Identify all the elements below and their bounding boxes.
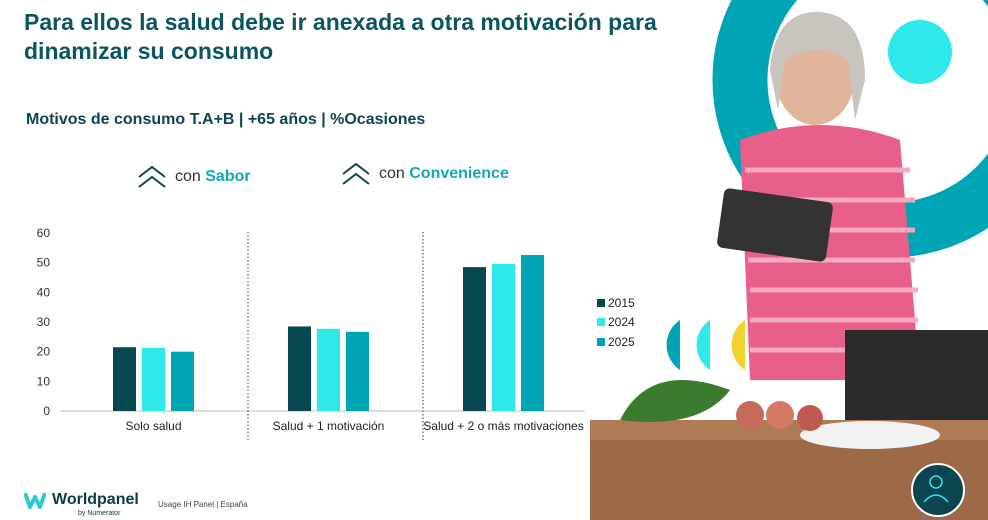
- x-tick-label: Salud + 1 motivación: [273, 419, 385, 433]
- x-tick-label: Solo salud: [125, 419, 181, 433]
- brand-name: Worldpanel: [52, 491, 139, 508]
- legend-item: 2025: [597, 332, 635, 352]
- y-tick-label: 40: [37, 285, 51, 299]
- tag-label: Sabor: [205, 168, 251, 185]
- y-tick-label: 50: [37, 256, 51, 270]
- tag-prefix: con: [175, 168, 201, 185]
- bar-2015: [113, 347, 136, 411]
- y-tick-label: 0: [43, 404, 50, 418]
- bar-2024: [317, 328, 340, 411]
- y-tick-label: 10: [37, 374, 51, 388]
- source-note: Usage IH Panel | España: [158, 500, 248, 509]
- bar-2024: [492, 263, 515, 411]
- legend-swatch: [597, 298, 605, 307]
- legend-label: 2025: [608, 334, 635, 349]
- double-chevron-up-icon: [342, 162, 370, 185]
- bar-2025: [171, 351, 194, 411]
- worldpanel-logo: Worldpanel: [24, 491, 139, 509]
- bar-chart: 0 10 20 30 40 50 60 Solo salud Salud + 1 motivac…: [37, 226, 585, 442]
- legend-item: 2024: [597, 313, 635, 333]
- woman-with-tablet-photo: [590, 0, 988, 520]
- legend: 2015 2024 2025: [597, 293, 635, 352]
- x-tick-label: Salud + 2 o más motivaciones: [423, 419, 583, 433]
- tag-sabor: con Sabor: [137, 165, 251, 189]
- tag-label: Convenience: [409, 165, 509, 182]
- bar-2015: [288, 326, 311, 411]
- bar-2015: [463, 267, 486, 411]
- user-cart-icon: [923, 475, 949, 503]
- worldpanel-w-logo-icon: [24, 492, 46, 509]
- legend-label: 2024: [608, 315, 635, 330]
- y-tick-label: 30: [37, 315, 51, 329]
- brand-sub: by Numerator: [78, 510, 121, 517]
- legend-item: 2015: [597, 293, 635, 313]
- double-chevron-up-icon: [138, 165, 166, 188]
- y-tick-label: 60: [37, 226, 51, 240]
- bar-2025: [521, 254, 544, 411]
- chart-subtitle: Motivos de consumo T.A+B | +65 años | %O…: [26, 111, 426, 128]
- y-tick-label: 20: [37, 345, 51, 359]
- tag-prefix: con: [379, 165, 405, 182]
- bar-2025: [346, 331, 369, 411]
- bar-2024: [142, 347, 165, 411]
- page-title: Para ellos la salud debe ir anexada a ot…: [24, 9, 657, 64]
- legend-swatch: [597, 318, 605, 327]
- legend-swatch: [597, 337, 605, 346]
- legend-label: 2015: [608, 295, 635, 310]
- tag-convenience: con Convenience: [341, 162, 509, 186]
